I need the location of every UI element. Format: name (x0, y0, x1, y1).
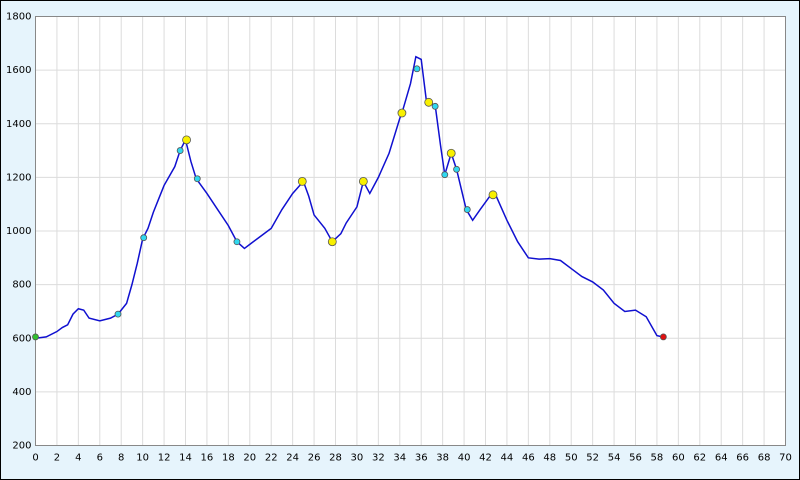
waypoint-marker (463, 206, 471, 213)
x-tick-label: 46 (522, 453, 535, 464)
y-tick-label: 1200 (6, 172, 31, 183)
x-tick-label: 8 (118, 453, 124, 464)
x-tick-label: 2 (54, 453, 60, 464)
waypoint-marker (140, 234, 148, 242)
x-tick-label: 28 (329, 453, 342, 464)
x-tick-label: 34 (393, 453, 406, 464)
x-tick-label: 0 (32, 453, 38, 464)
waypoint-marker (413, 65, 421, 73)
waypoint-marker (424, 97, 434, 107)
x-tick-label: 58 (651, 453, 664, 464)
y-tick-label: 800 (12, 280, 31, 291)
x-tick-label: 44 (501, 453, 514, 464)
waypoint-marker (193, 175, 201, 183)
x-tick-label: 24 (286, 453, 299, 464)
x-tick-label: 16 (201, 453, 214, 464)
y-tick-label: 400 (12, 387, 31, 398)
waypoint-marker (659, 333, 667, 341)
waypoint-marker (327, 237, 337, 247)
plot-frame (35, 16, 786, 446)
x-tick-label: 50 (565, 453, 578, 464)
x-tick-label: 38 (436, 453, 449, 464)
y-tick-label: 200 (12, 441, 31, 452)
waypoint-marker (446, 148, 456, 158)
x-tick-label: 64 (715, 453, 728, 464)
y-tick-label: 1400 (6, 119, 31, 130)
y-tick-label: 1000 (6, 226, 31, 237)
x-tick-label: 14 (179, 453, 192, 464)
y-tick-label: 1800 (6, 12, 31, 23)
x-tick-label: 4 (75, 453, 81, 464)
waypoint-marker (233, 238, 241, 246)
x-tick-label: 12 (158, 453, 171, 464)
x-tick-label: 10 (136, 453, 149, 464)
x-tick-label: 20 (243, 453, 256, 464)
x-tick-label: 70 (779, 453, 792, 464)
x-tick-label: 42 (479, 453, 492, 464)
x-tick-label: 68 (758, 453, 771, 464)
waypoint-marker (182, 135, 191, 145)
y-tick-label: 600 (12, 333, 31, 344)
x-tick-label: 30 (351, 453, 364, 464)
waypoint-marker (297, 176, 307, 186)
waypoint-marker (431, 102, 439, 110)
waypoint-marker (453, 165, 460, 173)
x-tick-label: 54 (608, 453, 621, 464)
waypoint-marker (358, 176, 368, 186)
x-tick-label: 52 (586, 453, 599, 464)
waypoint-marker (114, 310, 122, 318)
x-tick-label: 62 (693, 453, 706, 464)
x-tick-label: 36 (415, 453, 428, 464)
x-tick-label: 48 (543, 453, 556, 464)
x-tick-label: 40 (458, 453, 471, 464)
x-tick-label: 66 (736, 453, 749, 464)
x-tick-label: 26 (308, 453, 321, 464)
waypoint-marker (176, 147, 184, 154)
x-tick-label: 22 (265, 453, 278, 464)
y-tick-label: 1600 (6, 65, 31, 76)
waypoint-marker (488, 190, 498, 200)
x-tick-label: 6 (97, 453, 103, 464)
waypoint-marker (397, 108, 407, 118)
waypoint-marker (441, 171, 449, 179)
x-tick-label: 18 (222, 453, 235, 464)
x-tick-label: 60 (672, 453, 685, 464)
waypoint-marker (32, 333, 39, 341)
x-tick-label: 32 (372, 453, 385, 464)
x-tick-label: 56 (629, 453, 642, 464)
